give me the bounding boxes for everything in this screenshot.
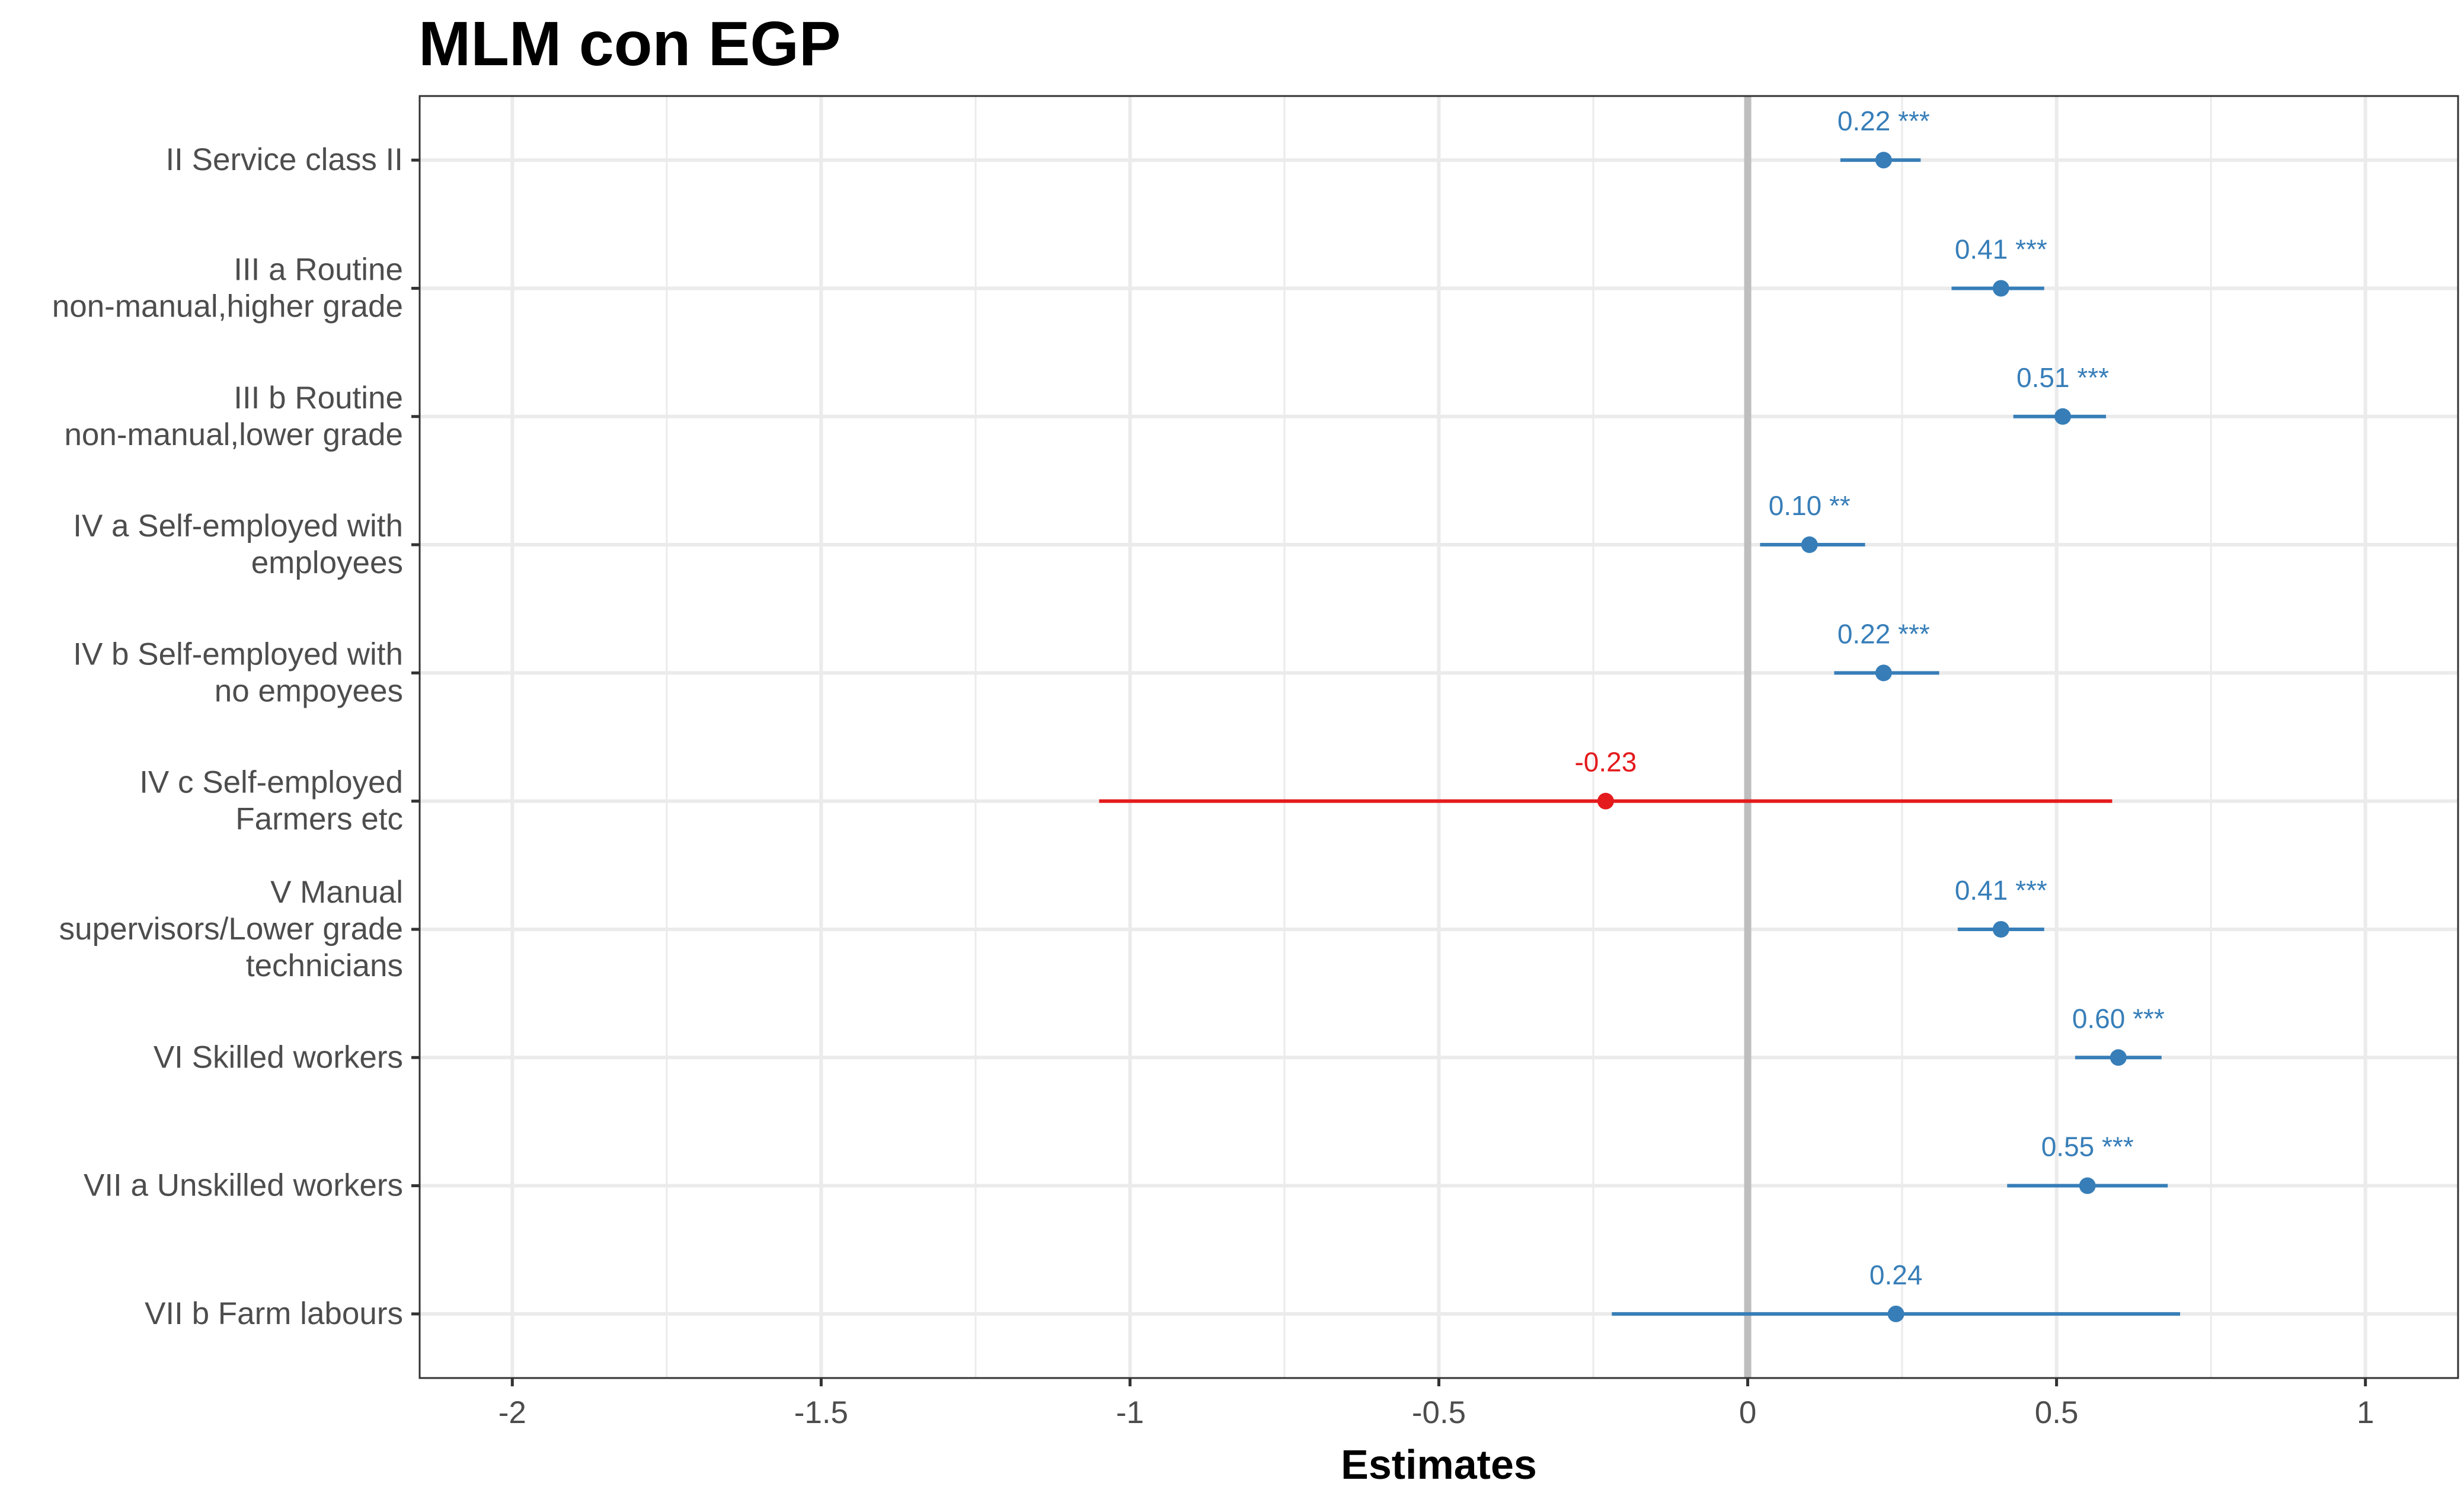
estimate-value-label: 0.24 [1869, 1259, 1923, 1290]
y-axis-category-label-line: II Service class II [165, 142, 403, 177]
plot-marks: 0.22 *** 0.41 *** 0.51 *** 0.10 ** 0.22 *** -… [1099, 96, 2181, 1378]
y-axis-category-label: III a Routine non-manual,higher grade [52, 252, 403, 324]
x-axis-tick-label: -2 [498, 1395, 526, 1430]
estimate-value-label: 0.22 *** [1837, 618, 1930, 649]
y-axis-category-label: VII b Farm labours [145, 1296, 403, 1331]
y-axis-category-label-line: employees [251, 545, 403, 580]
y-axis-category-label-line: IV b Self-employed with [73, 637, 403, 672]
estimate-point [1992, 920, 2009, 938]
y-axis-category-label-line: VII a Unskilled workers [84, 1168, 403, 1203]
y-axis-category-label: IV c Self-employed Farmers etc [139, 765, 403, 837]
estimate-value-label: 0.22 *** [1837, 105, 1930, 136]
x-axis-title: Estimates [1341, 1441, 1537, 1488]
estimate-value-label: 0.51 *** [2016, 362, 2109, 393]
estimate-value-label: 0.10 ** [1769, 490, 1851, 521]
estimate-value-label: 0.41 *** [1955, 875, 2047, 906]
estimate-point [1887, 1305, 1904, 1322]
estimate-value-label: 0.41 *** [1955, 234, 2047, 264]
y-axis-category-label: IV a Self-employed with employees [73, 509, 403, 580]
estimate-point [2079, 1177, 2096, 1194]
estimate-point [1801, 536, 1818, 554]
y-axis-category-label-line: III a Routine [234, 252, 403, 287]
estimate-point [1875, 664, 1892, 682]
estimate-value-label: 0.55 *** [2041, 1131, 2134, 1162]
y-axis-category-label-line: IV c Self-employed [139, 765, 403, 800]
estimate-value-label: -0.23 [1574, 747, 1637, 778]
x-axis-tick-label: -1.5 [794, 1395, 848, 1430]
y-axis-category-label-line: supervisors/Lower grade [59, 912, 403, 947]
y-axis-category-label-line: no empoyees [215, 673, 403, 708]
y-axis-category-label: III b Routine non-manual,lower grade [64, 381, 403, 452]
y-axis-category-label-line: V Manual [270, 875, 403, 910]
estimate-point [1597, 792, 1614, 810]
y-axis-category-label-line: VI Skilled workers [154, 1040, 403, 1075]
y-axis-category-label-line: VII b Farm labours [145, 1296, 403, 1331]
estimate-point [2110, 1049, 2127, 1066]
x-axis-tick-label: 0 [1739, 1395, 1756, 1430]
estimate-value-label: 0.60 *** [2072, 1003, 2165, 1034]
chart-title: MLM con EGP [418, 9, 841, 79]
y-axis-category-label-line: non-manual,higher grade [52, 289, 403, 324]
y-axis-category-label-line: technicians [246, 948, 403, 983]
estimate-point [1875, 152, 1892, 169]
estimate-point [1992, 280, 2009, 297]
estimate-point [2054, 408, 2072, 425]
y-axis-category-label: IV b Self-employed with no empoyees [73, 637, 403, 708]
y-axis-category-label: VI Skilled workers [154, 1040, 403, 1075]
y-axis-category-label: VII a Unskilled workers [84, 1168, 403, 1203]
y-axis-category-label-line: III b Routine [234, 381, 403, 415]
y-axis-category-label-line: IV a Self-employed with [73, 509, 403, 544]
x-axis-tick-label: 0.5 [2035, 1395, 2079, 1430]
y-axis-category-label: V Manual supervisors/Lower grade technicia… [59, 875, 403, 983]
y-axis-category-label-line: Farmers etc [235, 802, 403, 837]
x-axis-tick-label: -0.5 [1412, 1395, 1466, 1430]
y-axis-category-label: II Service class II [165, 142, 403, 177]
x-axis-tick-label: 1 [2357, 1395, 2374, 1430]
y-axis-category-label-line: non-manual,lower grade [64, 417, 403, 452]
x-axis-tick-label: -1 [1116, 1395, 1144, 1430]
